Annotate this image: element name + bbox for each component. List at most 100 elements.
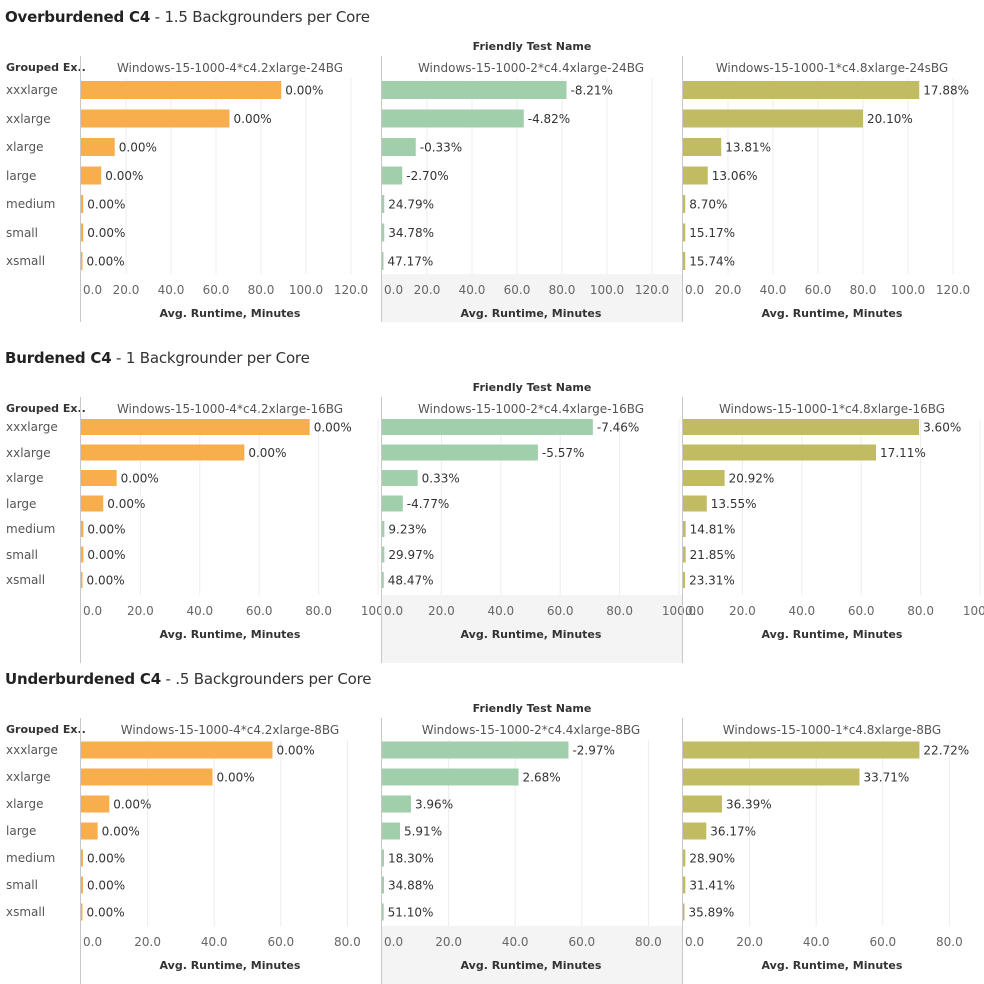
category-label-xxxlarge: xxxlarge — [6, 83, 58, 97]
x-tick-label: 60.0 — [848, 604, 875, 618]
bar-medium[interactable] — [81, 521, 84, 537]
x-axis-area — [382, 595, 682, 663]
bar-xsmall[interactable] — [382, 903, 384, 921]
bar-small[interactable] — [81, 876, 83, 894]
bar-xsmall[interactable] — [81, 252, 83, 270]
chart-panel: Windows-15-1000-4*c4.2xlarge-24BG Avg. Ru… — [80, 56, 381, 322]
bar-small[interactable] — [382, 876, 384, 894]
bar-small[interactable] — [683, 223, 686, 242]
bar-xxlarge[interactable] — [81, 444, 245, 461]
category-label-medium: medium — [6, 522, 56, 536]
bar-data-label: 3.96% — [415, 798, 453, 812]
category-label-large: large — [6, 496, 37, 511]
bar-medium[interactable] — [382, 521, 385, 537]
bar-small[interactable] — [382, 223, 385, 242]
bar-small[interactable] — [81, 546, 84, 563]
x-tick-label: 120.0 — [936, 283, 970, 297]
x-tick-label: 100.0 — [590, 283, 624, 297]
bar-xlarge[interactable] — [683, 138, 722, 156]
bar-xlarge[interactable] — [81, 795, 110, 813]
bar-data-label: -2.97% — [572, 744, 614, 758]
category-label-small: small — [6, 547, 38, 562]
bar-xxlarge[interactable] — [683, 768, 860, 786]
bar-medium[interactable] — [81, 195, 84, 213]
bar-xxxlarge[interactable] — [81, 81, 282, 99]
bar-medium[interactable] — [382, 195, 385, 213]
x-tick-label: 100.0 — [662, 604, 696, 618]
bar-xxlarge[interactable] — [81, 109, 230, 128]
panel-divider — [682, 397, 683, 663]
bar-xlarge[interactable] — [683, 795, 722, 813]
bar-large[interactable] — [382, 822, 400, 840]
bar-data-label: 13.55% — [711, 497, 757, 511]
x-tick-label: 100.0 — [891, 283, 925, 297]
x-tick-label: 20.0 — [127, 604, 154, 618]
bar-large[interactable] — [683, 495, 707, 512]
bar-medium[interactable] — [81, 849, 83, 867]
bar-xxlarge[interactable] — [81, 768, 213, 786]
bar-data-label: 5.91% — [404, 825, 442, 839]
bar-xlarge[interactable] — [683, 470, 725, 486]
bar-xxlarge[interactable] — [382, 109, 524, 128]
bar-xlarge[interactable] — [81, 470, 117, 486]
bar-xxxlarge[interactable] — [382, 81, 567, 99]
bar-xxxlarge[interactable] — [81, 419, 310, 435]
bar-medium[interactable] — [683, 195, 686, 213]
bar-large[interactable] — [81, 822, 98, 840]
x-tick-label: 80.0 — [850, 283, 877, 297]
bar-xxxlarge[interactable] — [382, 419, 593, 435]
bar-xlarge[interactable] — [81, 138, 115, 156]
bar-xxlarge[interactable] — [382, 768, 519, 786]
row-header-grouped[interactable]: Grouped Ex.. — [6, 61, 86, 74]
bar-small[interactable] — [683, 546, 686, 563]
bar-large[interactable] — [382, 495, 403, 512]
bar-data-label: 33.71% — [863, 771, 909, 785]
panel-title: Windows-15-1000-2*c4.4xlarge-16BG — [417, 402, 645, 416]
section-title: Underburdened C4 - .5 Backgrounders per … — [5, 670, 371, 688]
bar-large[interactable] — [81, 495, 104, 512]
bar-xxxlarge[interactable] — [81, 741, 273, 759]
x-tick-label: 60.0 — [568, 935, 595, 949]
bar-data-label: 13.81% — [725, 141, 771, 155]
bar-large[interactable] — [382, 166, 403, 185]
bar-xlarge[interactable] — [382, 470, 418, 486]
bar-data-label: 13.06% — [712, 169, 758, 183]
category-label-xxxlarge: xxxlarge — [6, 743, 58, 757]
bar-small[interactable] — [382, 546, 385, 563]
row-header-grouped[interactable]: Grouped Ex.. — [6, 723, 86, 736]
bar-xxlarge[interactable] — [683, 109, 863, 128]
bar-large[interactable] — [683, 166, 708, 185]
bar-xxlarge[interactable] — [382, 444, 538, 461]
bar-medium[interactable] — [382, 849, 384, 867]
bar-medium[interactable] — [683, 521, 686, 537]
bar-xsmall[interactable] — [683, 252, 686, 270]
column-header-friendly-test-name: Friendly Test Name — [472, 381, 592, 394]
bar-xsmall[interactable] — [81, 903, 83, 921]
bar-xxxlarge[interactable] — [683, 741, 920, 759]
bar-xxxlarge[interactable] — [683, 81, 920, 99]
bar-xsmall[interactable] — [382, 252, 384, 270]
bar-xxlarge[interactable] — [683, 444, 877, 461]
bar-small[interactable] — [683, 876, 686, 894]
bar-data-label: 15.17% — [689, 226, 735, 240]
bar-data-label: 34.78% — [388, 226, 434, 240]
panel-title: Windows-15-1000-1*c4.8xlarge-8BG — [722, 723, 942, 737]
bar-xsmall[interactable] — [683, 903, 685, 921]
bar-xsmall[interactable] — [81, 572, 83, 588]
bar-xxxlarge[interactable] — [683, 419, 920, 435]
bar-medium[interactable] — [683, 849, 686, 867]
bar-data-label: 0.00% — [87, 198, 125, 212]
bar-small[interactable] — [81, 223, 84, 242]
bar-xlarge[interactable] — [382, 795, 411, 813]
bar-data-label: 28.90% — [689, 852, 735, 866]
bar-large[interactable] — [81, 166, 102, 185]
section-title-rest: - 1.5 Backgrounders per Core — [150, 8, 370, 26]
bar-xlarge[interactable] — [382, 138, 416, 156]
row-header-grouped[interactable]: Grouped Ex.. — [6, 402, 86, 415]
bar-xxxlarge[interactable] — [382, 741, 569, 759]
bar-large[interactable] — [683, 822, 707, 840]
bar-data-label: 17.11% — [880, 446, 926, 460]
bar-xsmall[interactable] — [382, 572, 384, 588]
bar-xsmall[interactable] — [683, 572, 686, 588]
x-tick-label: 40.0 — [186, 604, 213, 618]
